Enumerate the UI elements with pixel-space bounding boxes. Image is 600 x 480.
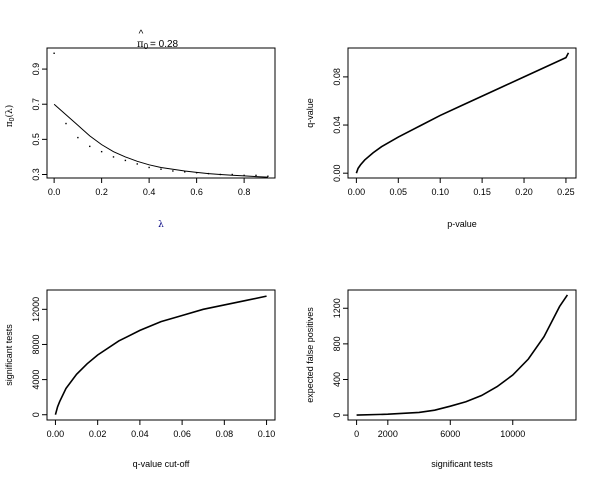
x-tick-label: 0.10 [258,429,276,439]
chart-title: ^ π0 = 0.28 [137,29,179,51]
series-line [54,295,267,415]
x-axis-label: p-value [447,219,477,229]
y-tick-label: 400 [332,372,342,387]
x-tick-label: 0.8 [238,187,251,197]
x-axis: 0 2000 6000 10000 [354,420,525,439]
x-tick-label: 0.00 [47,429,65,439]
x-axis: 0.00 0.05 0.10 0.15 0.20 0.25 [348,178,575,197]
panel-q-vs-p: 0.00 0.05 0.10 0.15 0.20 0.25 0.00 0.04 0.08 p-… [305,47,577,229]
plot-area [356,294,569,416]
plot-area [53,52,269,178]
x-tick-label: 0.2 [95,187,108,197]
data-point [160,168,162,170]
y-tick-label: 0.5 [31,133,41,146]
svg-text:π0(λ): π0(λ) [4,105,16,128]
data-point [148,166,150,169]
y-tick-label: 800 [332,336,342,351]
x-tick-label: 0.06 [173,429,191,439]
data-point [255,174,257,177]
y-tick-label: 0.04 [332,116,342,134]
x-axis-label: q-value cut-off [133,459,190,469]
x-tick-label: 0.00 [348,187,366,197]
plot-frame [46,289,276,421]
x-tick-label: 0.15 [473,187,491,197]
y-axis-label: π0(λ) [4,105,16,128]
y-axis: 0.00 0.04 0.08 [332,68,348,182]
x-tick-label: 0.05 [390,187,408,197]
x-tick-label: 0.08 [216,429,234,439]
data-point [89,145,91,148]
x-axis-label: significant tests [431,459,493,469]
data-point [231,173,233,176]
data-point [124,159,127,162]
x-tick-label: 0.20 [515,187,533,197]
x-tick-label: 2000 [378,429,398,439]
data-point [100,150,103,153]
panel-pi0-lambda: 0.0 0.2 0.4 0.6 0.8 0.30.50.70.9 λ π0(λ) ^ π… [4,29,276,230]
y-tick-label: 12000 [31,297,41,322]
x-tick-label: 0.6 [190,187,203,197]
title-value: = 0.28 [150,39,179,50]
y-axis: 0 4000 8000 12000 [31,297,47,417]
x-tick-label: 0.04 [131,429,149,439]
title-hat: ^ [139,29,144,40]
y-tick-label: 0 [332,413,342,418]
panel-sig-vs-qcutoff: 0.00 0.02 0.04 0.06 0.08 0.10 04000800012000 … [4,289,276,469]
title-symbol: π [137,39,144,50]
x-axis: 0.0 0.2 0.4 0.6 0.8 [48,178,251,197]
y-axis-label: expected false positives [305,307,315,403]
data-point [112,156,115,158]
data-point [172,170,174,172]
plot-frame [46,47,276,179]
series-line [356,294,569,416]
x-axis-label: λ [158,220,164,230]
y-tick-label: 4000 [31,370,41,390]
y-axis: 0 400 800 1200 [332,298,348,418]
x-tick-label: 0.0 [48,187,61,197]
x-tick-label: 0.4 [143,187,156,197]
y-axis-label: q-value [305,98,315,128]
x-axis: 0.00 0.02 0.04 0.06 0.08 0.10 [47,420,276,439]
y-tick-label: 0.00 [332,164,342,182]
x-tick-label: 0 [354,429,359,439]
x-tick-label: 10000 [500,429,525,439]
plot-area [355,52,570,174]
data-point [136,163,138,165]
y-tick-label: 8000 [31,334,41,354]
y-tick-label: 0.7 [31,98,41,111]
data-point [267,175,269,177]
series-line [355,52,570,174]
x-tick-label: 0.10 [431,187,449,197]
data-point [53,52,55,54]
y-axis-label: significant tests [4,324,14,386]
x-tick-label: 0.02 [89,429,107,439]
data-point [65,122,67,125]
y-label-symbol: π [5,121,15,127]
plot-area [54,295,267,415]
y-tick-label: 0 [31,412,41,417]
data-point [184,171,186,173]
x-tick-label: 0.25 [557,187,575,197]
y-label-sub: 0 [9,117,16,121]
y-tick-label: 0.3 [31,168,41,181]
data-point [243,174,245,177]
y-tick-label: 0.9 [31,63,41,76]
x-tick-label: 6000 [440,429,460,439]
y-axis: 0.3 0.5 0.7 0.9 [31,63,47,181]
y-tick-label: 0.08 [332,68,342,86]
panel-efp-vs-sig: 0 2000 6000 10000 0 400 800 1200 significant t… [305,289,577,469]
y-label-arg: (λ) [4,105,15,118]
smoother-curve [53,103,268,178]
data-point [77,136,79,139]
svg-text:π0= 0.28: π0 = 0.28 [137,39,179,51]
plot-frame [347,47,577,179]
plot-frame [347,289,577,421]
title-sub: 0 [144,42,149,51]
y-tick-label: 1200 [332,298,342,318]
